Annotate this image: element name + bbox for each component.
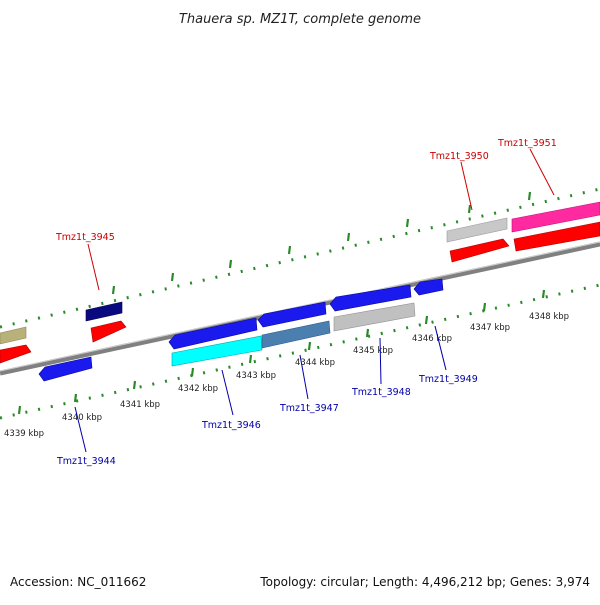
major-tick (248, 354, 253, 364)
gene-feature[interactable] (513, 221, 600, 252)
gene-feature-tmz1t-3950[interactable] (446, 217, 508, 243)
kbp-label: 4339 kbp (4, 429, 44, 439)
gene-feature-tmz1t-3946-cds[interactable] (171, 335, 263, 367)
kbp-scale-labels: 4339 kbp 4340 kbp 4341 kbp 4342 kbp 4343… (4, 312, 569, 439)
gene-feature-tmz1t-3947-cds[interactable] (261, 320, 331, 349)
gene-labels-top: Tmz1t_3945 Tmz1t_3950 Tmz1t_3951 (55, 138, 557, 291)
kbp-label: 4347 kbp (470, 323, 510, 333)
gene-label-tmz1t-3949[interactable]: Tmz1t_3949 (418, 374, 478, 385)
gene-feature[interactable] (90, 320, 127, 343)
kbp-label: 4344 kbp (295, 358, 335, 368)
kbp-label: 4348 kbp (529, 312, 569, 322)
gene-feature-tmz1t-3951[interactable] (511, 201, 600, 233)
gene-label-tmz1t-3946[interactable]: Tmz1t_3946 (201, 420, 261, 431)
major-tick (541, 289, 546, 299)
major-tick (73, 393, 78, 403)
major-tick (346, 232, 351, 242)
gene-label-tmz1t-3951[interactable]: Tmz1t_3951 (497, 138, 557, 149)
forward-inner-track (0, 221, 600, 364)
major-tick (405, 218, 410, 228)
gene-feature-tmz1t-3944[interactable] (38, 356, 93, 382)
kbp-label: 4345 kbp (353, 346, 393, 356)
major-tick (287, 245, 292, 255)
major-tick (307, 341, 312, 351)
gene-label-tmz1t-3948[interactable]: Tmz1t_3948 (351, 387, 411, 398)
kbp-label: 4341 kbp (120, 400, 160, 410)
gene-feature-tmz1t-3948[interactable] (329, 284, 412, 312)
major-tick (228, 259, 233, 269)
reverse-inner-track (38, 278, 444, 382)
genome-stats-text: Topology: circular; Length: 4,496,212 bp… (259, 575, 590, 589)
gene-label-tmz1t-3950[interactable]: Tmz1t_3950 (429, 151, 489, 162)
major-tick (190, 367, 195, 377)
kbp-label: 4343 kbp (236, 371, 276, 381)
major-tick (424, 315, 429, 325)
forward-outer-track (0, 201, 600, 345)
major-tick (111, 285, 116, 295)
major-tick (482, 302, 487, 312)
gene-label-tmz1t-3944[interactable]: Tmz1t_3944 (56, 456, 116, 467)
gene-feature[interactable] (0, 344, 32, 364)
gene-feature[interactable] (449, 238, 510, 263)
gene-feature-tmz1t-3945[interactable] (85, 301, 123, 322)
kbp-label: 4342 kbp (178, 384, 218, 394)
accession-text: Accession: NC_011662 (10, 575, 146, 589)
major-tick (132, 380, 137, 390)
major-tick (170, 272, 175, 282)
gene-labels-bottom: Tmz1t_3944 Tmz1t_3946 Tmz1t_3947 Tmz1t_3… (56, 325, 478, 467)
gene-feature[interactable] (0, 326, 27, 345)
genome-title: Thauera sp. MZ1T, complete genome (179, 12, 421, 27)
gene-feature-tmz1t-3948-cds[interactable] (333, 302, 416, 332)
gene-label-tmz1t-3945[interactable]: Tmz1t_3945 (55, 232, 115, 243)
reverse-outer-track (171, 302, 416, 367)
major-ticks (17, 191, 546, 415)
major-tick (467, 204, 472, 214)
major-tick (17, 405, 22, 415)
gene-feature-tmz1t-3946[interactable] (168, 317, 258, 350)
gene-feature-tmz1t-3947[interactable] (257, 301, 327, 328)
major-tick (527, 191, 532, 201)
kbp-label: 4346 kbp (412, 334, 452, 344)
gene-feature-tmz1t-3949[interactable] (413, 278, 444, 296)
gene-label-tmz1t-3947[interactable]: Tmz1t_3947 (279, 403, 339, 414)
kbp-label: 4340 kbp (62, 413, 102, 423)
major-tick (365, 328, 370, 338)
